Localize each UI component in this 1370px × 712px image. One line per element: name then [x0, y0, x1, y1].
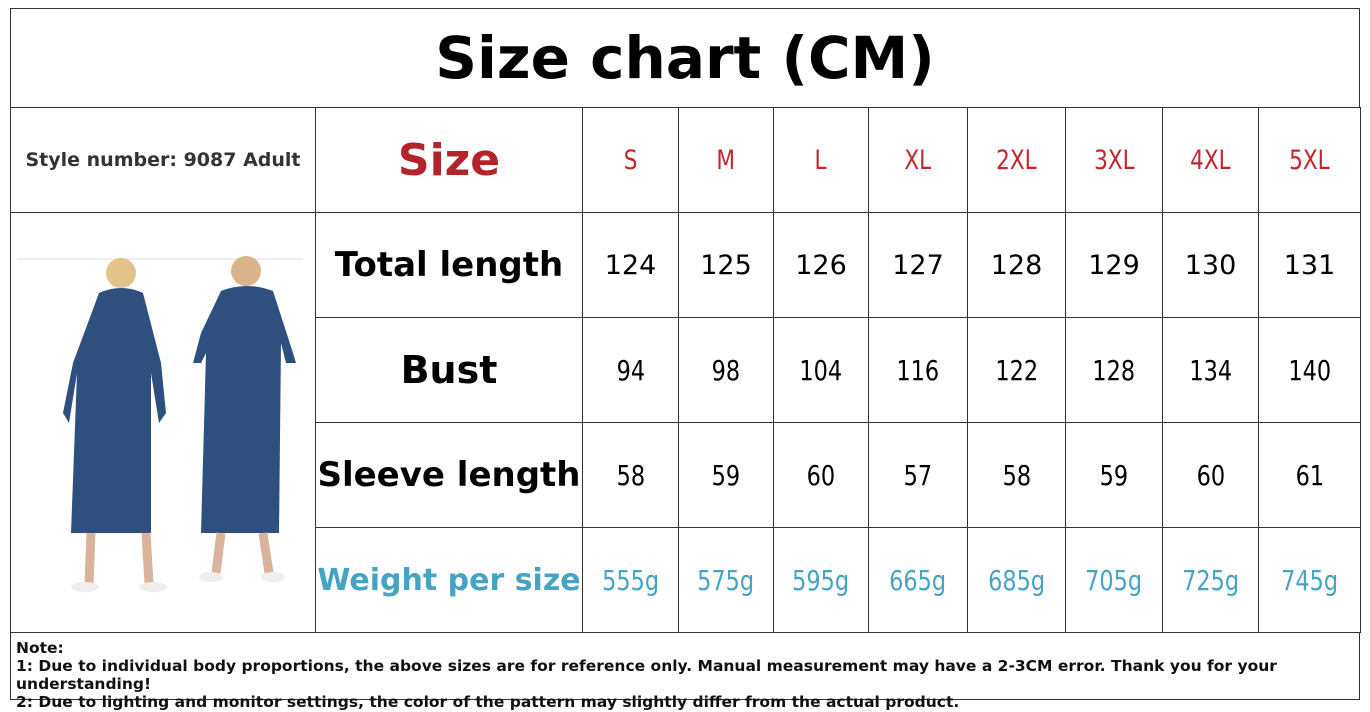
table-cell: 745g — [1258, 527, 1361, 633]
table-cell: S — [582, 107, 679, 213]
size-label: 5XL — [1289, 144, 1330, 176]
table-cell: 595g — [773, 527, 869, 633]
value: 128 — [1092, 353, 1136, 387]
title: Size chart (CM) — [10, 8, 1360, 108]
table-cell: 665g — [868, 527, 968, 633]
table-cell: 61 — [1258, 422, 1361, 528]
table-cell: 705g — [1065, 527, 1163, 633]
note-line: 1: Due to individual body proportions, t… — [16, 657, 1277, 693]
value: 104 — [799, 353, 843, 387]
table-cell: 555g — [582, 527, 679, 633]
value: 705g — [1085, 563, 1143, 597]
note-line: 2: Due to lighting and monitor settings,… — [16, 693, 960, 711]
size-label: 4XL — [1190, 144, 1231, 176]
table-cell: 129 — [1065, 212, 1163, 318]
note-heading: Note: — [16, 639, 64, 657]
value: 555g — [602, 563, 659, 597]
row-label: Bust — [400, 348, 498, 392]
value: 116 — [896, 353, 940, 387]
table-cell: 125 — [678, 212, 774, 318]
value: 575g — [697, 563, 755, 597]
table-cell: 5XL — [1258, 107, 1361, 213]
product-image — [10, 212, 316, 633]
size-label: 3XL — [1093, 144, 1135, 176]
value: 98 — [711, 353, 741, 387]
size-label: XL — [904, 144, 932, 176]
value: 127 — [892, 249, 944, 281]
size-label: S — [623, 144, 638, 176]
size-label: 2XL — [996, 144, 1037, 176]
table-cell: Weight per size — [315, 527, 583, 633]
value: 59 — [711, 458, 741, 492]
value: 134 — [1189, 353, 1232, 387]
value: 124 — [604, 249, 657, 281]
table-cell: Sleeve length — [315, 422, 583, 528]
table-cell: 98 — [678, 317, 774, 423]
table-cell: 60 — [1162, 422, 1259, 528]
header-label: Size — [397, 134, 501, 186]
size-label: L — [814, 144, 828, 176]
table-cell: L — [773, 107, 869, 213]
table-cell: 4XL — [1162, 107, 1259, 213]
table-cell: 60 — [773, 422, 869, 528]
value: 140 — [1288, 353, 1331, 387]
table-cell: 94 — [582, 317, 679, 423]
value: 57 — [903, 458, 933, 492]
table-cell: 128 — [1065, 317, 1163, 423]
value: 129 — [1088, 249, 1140, 281]
table-cell: 124 — [582, 212, 679, 318]
table-cell: 59 — [678, 422, 774, 528]
table-cell: M — [678, 107, 774, 213]
value: 122 — [995, 353, 1038, 387]
value: 745g — [1281, 563, 1338, 597]
table-cell: Bust — [315, 317, 583, 423]
row-label: Total length — [334, 245, 564, 285]
table-cell: 57 — [868, 422, 968, 528]
table-cell: 104 — [773, 317, 869, 423]
value: 61 — [1295, 458, 1324, 492]
size-label: M — [716, 144, 736, 176]
table-cell: 725g — [1162, 527, 1259, 633]
style-number: Style number: 9087 Adult — [10, 107, 316, 213]
value: 59 — [1099, 458, 1129, 492]
table-cell: 126 — [773, 212, 869, 318]
value: 685g — [988, 563, 1045, 597]
table-cell: 575g — [678, 527, 774, 633]
table-cell: Size — [315, 107, 583, 213]
table-cell: 131 — [1258, 212, 1361, 318]
note: Note: 1: Due to individual body proporti… — [10, 632, 1360, 711]
table-cell: Total length — [315, 212, 583, 318]
table-cell: 58 — [967, 422, 1066, 528]
table-cell: XL — [868, 107, 968, 213]
value: 128 — [990, 249, 1043, 281]
table-cell: 59 — [1065, 422, 1163, 528]
value: 94 — [616, 353, 645, 387]
value: 126 — [795, 249, 847, 281]
value: 58 — [1002, 458, 1031, 492]
row-label: Weight per size — [317, 562, 581, 598]
value: 58 — [616, 458, 645, 492]
table-cell: 116 — [868, 317, 968, 423]
table-cell: 685g — [967, 527, 1066, 633]
value: 725g — [1182, 563, 1239, 597]
table-cell: 3XL — [1065, 107, 1163, 213]
value: 60 — [806, 458, 836, 492]
row-label: Sleeve length — [317, 455, 581, 495]
table-cell: 140 — [1258, 317, 1361, 423]
value: 60 — [1196, 458, 1225, 492]
table-cell: 128 — [967, 212, 1066, 318]
value: 595g — [792, 563, 850, 597]
value: 125 — [700, 249, 752, 281]
value: 665g — [889, 563, 947, 597]
table-cell: 58 — [582, 422, 679, 528]
dress-illustration — [17, 256, 303, 592]
table-cell: 127 — [868, 212, 968, 318]
table-cell: 122 — [967, 317, 1066, 423]
table-cell: 130 — [1162, 212, 1259, 318]
value: 130 — [1184, 249, 1237, 281]
table-cell: 134 — [1162, 317, 1259, 423]
value: 131 — [1283, 249, 1336, 281]
table-cell: 2XL — [967, 107, 1066, 213]
